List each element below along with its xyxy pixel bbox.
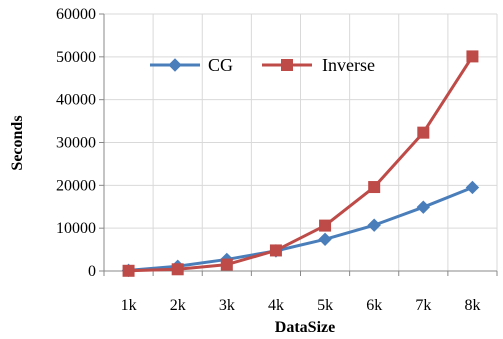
x-tick-label: 4k [268,297,284,314]
x-axis-title: DataSize [275,319,335,336]
y-tick-label: 20000 [56,177,96,194]
x-tick-label: 5k [317,297,333,314]
legend-item-inverse: Inverse [262,55,375,75]
y-tick-label: 10000 [56,220,96,237]
series-line-inverse [128,55,474,273]
data-point-inverse [122,264,135,277]
x-tick-label: 6k [366,297,382,314]
data-point-cg [465,180,480,195]
legend-swatch-marker [168,58,182,72]
data-point-inverse [466,50,479,63]
x-axis-tick-labels: 1k 2k 3k 4k 5k 6k 7k 8k [121,297,481,314]
legend-label: Inverse [322,55,375,75]
legend: CG Inverse [150,55,375,75]
y-tick-label: 0 [88,263,96,280]
data-point-inverse [319,219,332,232]
y-tick-label: 30000 [56,135,96,152]
x-tick-label: 1k [121,297,137,314]
data-point-cg [416,200,431,214]
series-inverse [122,50,479,277]
series-layer [121,50,480,278]
data-point-inverse [368,181,381,194]
y-tick-label: 60000 [56,6,96,23]
x-tick-label: 8k [464,297,480,314]
series-line-cg [128,186,473,272]
data-point-cg [367,218,381,232]
legend-item-cg: CG [150,55,233,75]
y-axis-tick-labels: 0 10000 20000 30000 40000 50000 60000 [56,6,96,280]
y-tick-label: 40000 [56,92,96,109]
data-point-inverse [269,244,282,257]
axes [99,13,498,276]
x-tick-label: 7k [415,297,431,314]
data-point-inverse [171,263,184,276]
data-point-cg [318,232,332,247]
x-tick-label: 2k [170,297,186,314]
legend-label: CG [208,55,233,75]
data-point-inverse [417,126,430,139]
y-tick-label: 50000 [56,49,96,66]
grid-lines [104,13,498,271]
legend-swatch-marker [281,59,293,71]
data-point-inverse [220,258,233,271]
y-axis-title: Seconds [9,115,26,170]
x-tick-label: 3k [219,297,235,314]
